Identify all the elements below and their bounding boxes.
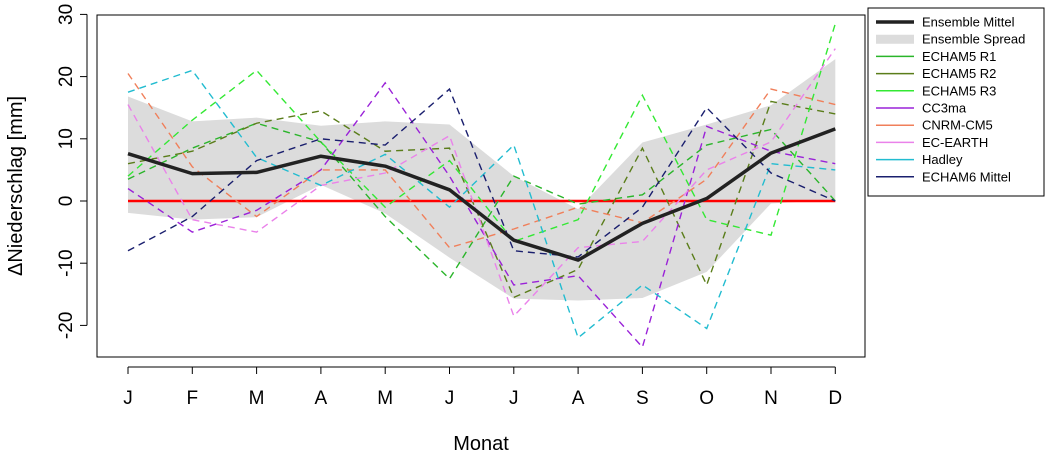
y-tick-label: 10	[56, 128, 77, 149]
legend: Ensemble Mittel Ensemble Spread ECHAM5 R1 E…	[867, 7, 1045, 197]
series-line-echam5-r2	[127, 100, 836, 299]
legend-label-echam5-r2: ECHAM5 R2	[922, 66, 996, 81]
y-tick-label: -20	[56, 312, 77, 339]
legend-label-echam5-r1: ECHAM5 R1	[922, 49, 996, 64]
series-line-echam6-mittel	[127, 87, 836, 258]
y-tick-label: 20	[56, 66, 77, 87]
x-tick-label: A	[572, 388, 585, 409]
legend-label-echam5-r3: ECHAM5 R3	[922, 83, 996, 98]
x-tick-label: A	[315, 388, 328, 409]
series-line-cc3ma	[127, 81, 836, 349]
model-series-layer	[127, 23, 836, 349]
series-line-cnrm-cm5	[127, 73, 836, 249]
y-axis-title: ΔNiederschlag [mm]	[5, 96, 27, 276]
x-tick-label: J	[445, 388, 455, 409]
ensemble-spread-band	[128, 59, 836, 301]
legend-label-hadley: Hadley	[922, 152, 963, 167]
y-tick-label: -10	[56, 249, 77, 276]
ensemble-mean-layer	[127, 127, 836, 262]
plot-frame	[96, 14, 866, 358]
legend-label-ensemble-spread: Ensemble Spread	[922, 32, 1025, 47]
legend-label-cc3ma: CC3ma	[922, 101, 967, 116]
series-line-hadley	[127, 69, 836, 340]
x-tick-label: S	[636, 388, 649, 409]
ensemble-mean-line	[127, 127, 836, 262]
x-tick-label: F	[186, 388, 198, 409]
series-line-echam5-r3	[127, 23, 836, 243]
legend-label-ensemble-mittel: Ensemble Mittel	[922, 15, 1015, 30]
x-tick-label: J	[509, 388, 519, 409]
legend-label-ec-earth: EC-EARTH	[922, 135, 988, 150]
ensemble-spread-layer	[128, 59, 836, 301]
x-axis-title: Monat	[453, 433, 509, 455]
legend-label-echam6-mittel: ECHAM6 Mittel	[922, 169, 1011, 184]
legend-label-cnrm-cm5: CNRM-CM5	[922, 118, 993, 133]
y-tick-label: 0	[56, 196, 77, 207]
x-tick-label: O	[699, 388, 714, 409]
x-tick-label: J	[123, 388, 133, 409]
series-line-ec-earth	[127, 48, 836, 318]
x-tick-label: D	[828, 388, 842, 409]
x-tick-label: M	[377, 388, 393, 409]
x-tick-label: N	[764, 388, 778, 409]
y-tick-label: 30	[56, 4, 77, 25]
x-tick-label: M	[249, 388, 265, 409]
y-axis: -20 -10 0 10 20 30	[56, 4, 88, 339]
